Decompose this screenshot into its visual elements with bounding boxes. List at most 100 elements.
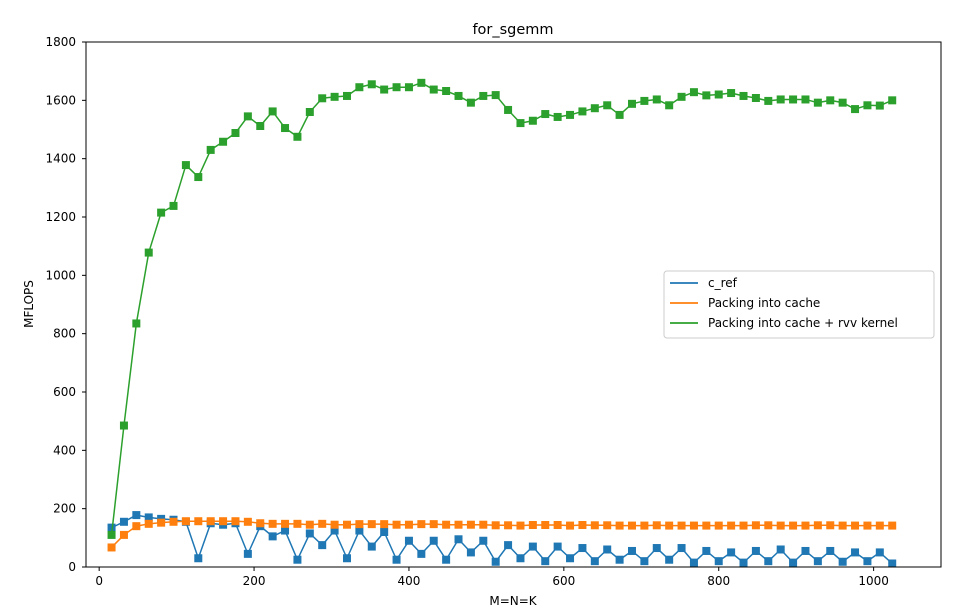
data-point — [813, 557, 822, 566]
y-tick-label: 600 — [53, 385, 76, 399]
data-point — [615, 521, 624, 530]
data-point — [566, 110, 575, 119]
data-point — [380, 528, 389, 536]
data-point — [491, 91, 500, 100]
data-point — [888, 96, 897, 105]
legend-entry: Packing into cache — [708, 296, 820, 310]
data-point — [119, 421, 128, 430]
data-point — [640, 557, 649, 566]
data-point — [169, 201, 178, 210]
data-point — [689, 521, 698, 530]
data-point — [652, 521, 661, 530]
data-point — [702, 91, 711, 100]
x-axis-label: M=N=K — [489, 594, 537, 608]
legend-box — [663, 270, 935, 339]
data-point — [417, 78, 426, 87]
data-point — [404, 520, 413, 529]
data-point — [739, 521, 748, 530]
data-point — [417, 549, 426, 558]
legend-entry: Packing into cache + rvv kernel — [708, 316, 898, 330]
data-point — [541, 521, 550, 529]
y-tick-label: 800 — [53, 327, 76, 341]
x-tick-label: 0 — [95, 574, 103, 588]
data-point — [590, 557, 599, 566]
data-point — [256, 122, 265, 130]
data-point — [367, 542, 376, 551]
data-point — [739, 558, 748, 567]
data-point — [603, 521, 612, 530]
data-point — [677, 544, 686, 553]
y-tick-label: 1400 — [45, 152, 76, 166]
data-point — [256, 519, 265, 528]
data-point — [454, 535, 463, 544]
series-layer — [107, 78, 897, 568]
data-point — [727, 548, 736, 557]
data-point — [181, 161, 190, 170]
data-point — [851, 548, 860, 557]
data-point — [789, 95, 798, 104]
data-point — [305, 108, 314, 116]
data-point — [541, 557, 550, 566]
data-point — [516, 521, 525, 530]
data-point — [293, 132, 302, 141]
data-point — [305, 529, 314, 538]
y-tick-label: 1600 — [45, 93, 76, 107]
data-point — [281, 124, 290, 133]
data-point — [479, 91, 488, 100]
data-point — [169, 517, 178, 526]
x-tick-label: 200 — [243, 574, 266, 588]
data-point — [888, 559, 897, 568]
data-point — [392, 83, 401, 92]
data-point — [491, 521, 500, 530]
data-point — [132, 511, 141, 520]
data-point — [119, 530, 128, 539]
data-point — [578, 107, 587, 116]
data-point — [640, 521, 649, 530]
y-axis-label: MFLOPS — [22, 280, 36, 328]
data-point — [863, 101, 872, 110]
data-point — [243, 549, 252, 558]
data-point — [342, 554, 351, 563]
data-point — [330, 92, 339, 101]
data-point — [181, 517, 190, 526]
data-point — [627, 99, 636, 108]
series-2 — [107, 78, 897, 539]
data-point — [590, 521, 599, 530]
data-point — [281, 519, 290, 528]
data-point — [342, 91, 351, 100]
data-point — [442, 520, 451, 529]
data-point — [429, 520, 438, 529]
data-point — [875, 101, 884, 110]
axes-layer: 0 200 400 600 800 1000 0 200 400 600 800 1000 1200 14… — [45, 35, 942, 588]
data-point — [429, 85, 438, 94]
data-point — [157, 518, 166, 527]
x-tick-label: 1000 — [858, 574, 889, 588]
data-point — [566, 521, 575, 530]
data-point — [863, 521, 872, 530]
y-tick-label: 400 — [53, 443, 76, 457]
data-point — [826, 521, 835, 530]
data-point — [206, 517, 215, 526]
y-tick-label: 0 — [68, 560, 76, 574]
data-point — [652, 544, 661, 553]
data-point — [528, 116, 537, 125]
data-point — [243, 112, 252, 121]
data-point — [789, 521, 798, 530]
data-point — [268, 532, 277, 541]
data-point — [615, 110, 624, 119]
data-point — [603, 545, 612, 554]
data-point — [875, 548, 884, 557]
data-point — [516, 554, 525, 563]
data-point — [305, 520, 314, 529]
data-point — [603, 101, 612, 110]
data-point — [342, 520, 351, 529]
data-point — [157, 208, 166, 217]
data-point — [578, 544, 587, 553]
data-point — [268, 519, 277, 528]
data-point — [231, 129, 240, 137]
data-point — [776, 521, 785, 530]
data-point — [442, 555, 451, 564]
data-point — [813, 521, 822, 530]
data-point — [826, 546, 835, 555]
